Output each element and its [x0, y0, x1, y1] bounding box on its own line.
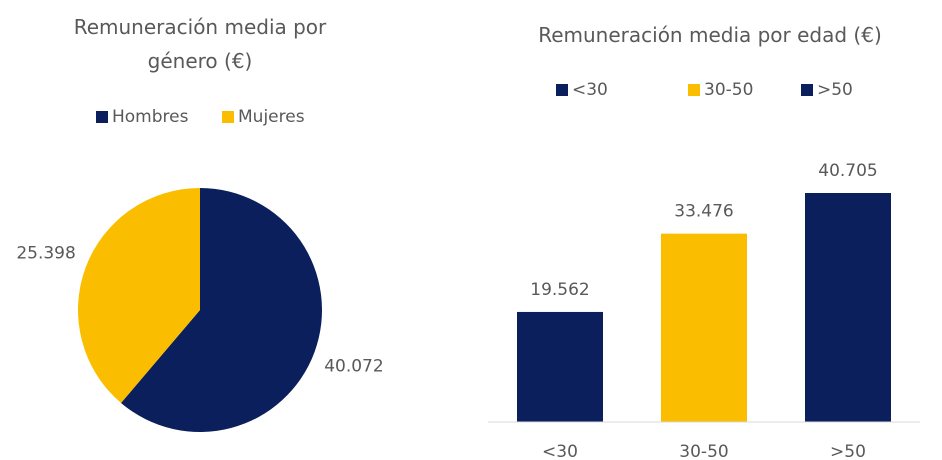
bar: [805, 193, 891, 422]
legend-swatch: [688, 84, 700, 96]
bar-title: Remuneración media por edad (€): [538, 23, 882, 47]
legend-label: Hombres: [112, 107, 189, 127]
bar: [661, 233, 747, 422]
legend-label: 30-50: [704, 80, 753, 100]
legend-label: >50: [817, 80, 853, 100]
bar: [517, 311, 603, 422]
data-label: 33.476: [674, 202, 733, 222]
legend-swatch: [801, 84, 813, 96]
pie-slice: [121, 188, 322, 432]
x-tick-label: <30: [542, 442, 578, 460]
data-label: 25.398: [16, 243, 75, 263]
x-tick-label: 30-50: [679, 442, 728, 460]
legend-swatch: [222, 111, 234, 123]
legend-swatch: [96, 111, 108, 123]
data-label: 40.072: [324, 357, 383, 377]
pie-title: Remuneración media por género (€): [73, 15, 327, 73]
data-label: 40.705: [818, 161, 877, 181]
pie-slice: [77, 188, 200, 403]
x-tick-label: >50: [830, 442, 866, 460]
legend-label: <30: [572, 80, 608, 100]
legend-swatch: [556, 84, 568, 96]
legend-label: Mujeres: [238, 107, 305, 127]
data-label: 19.562: [530, 280, 589, 300]
